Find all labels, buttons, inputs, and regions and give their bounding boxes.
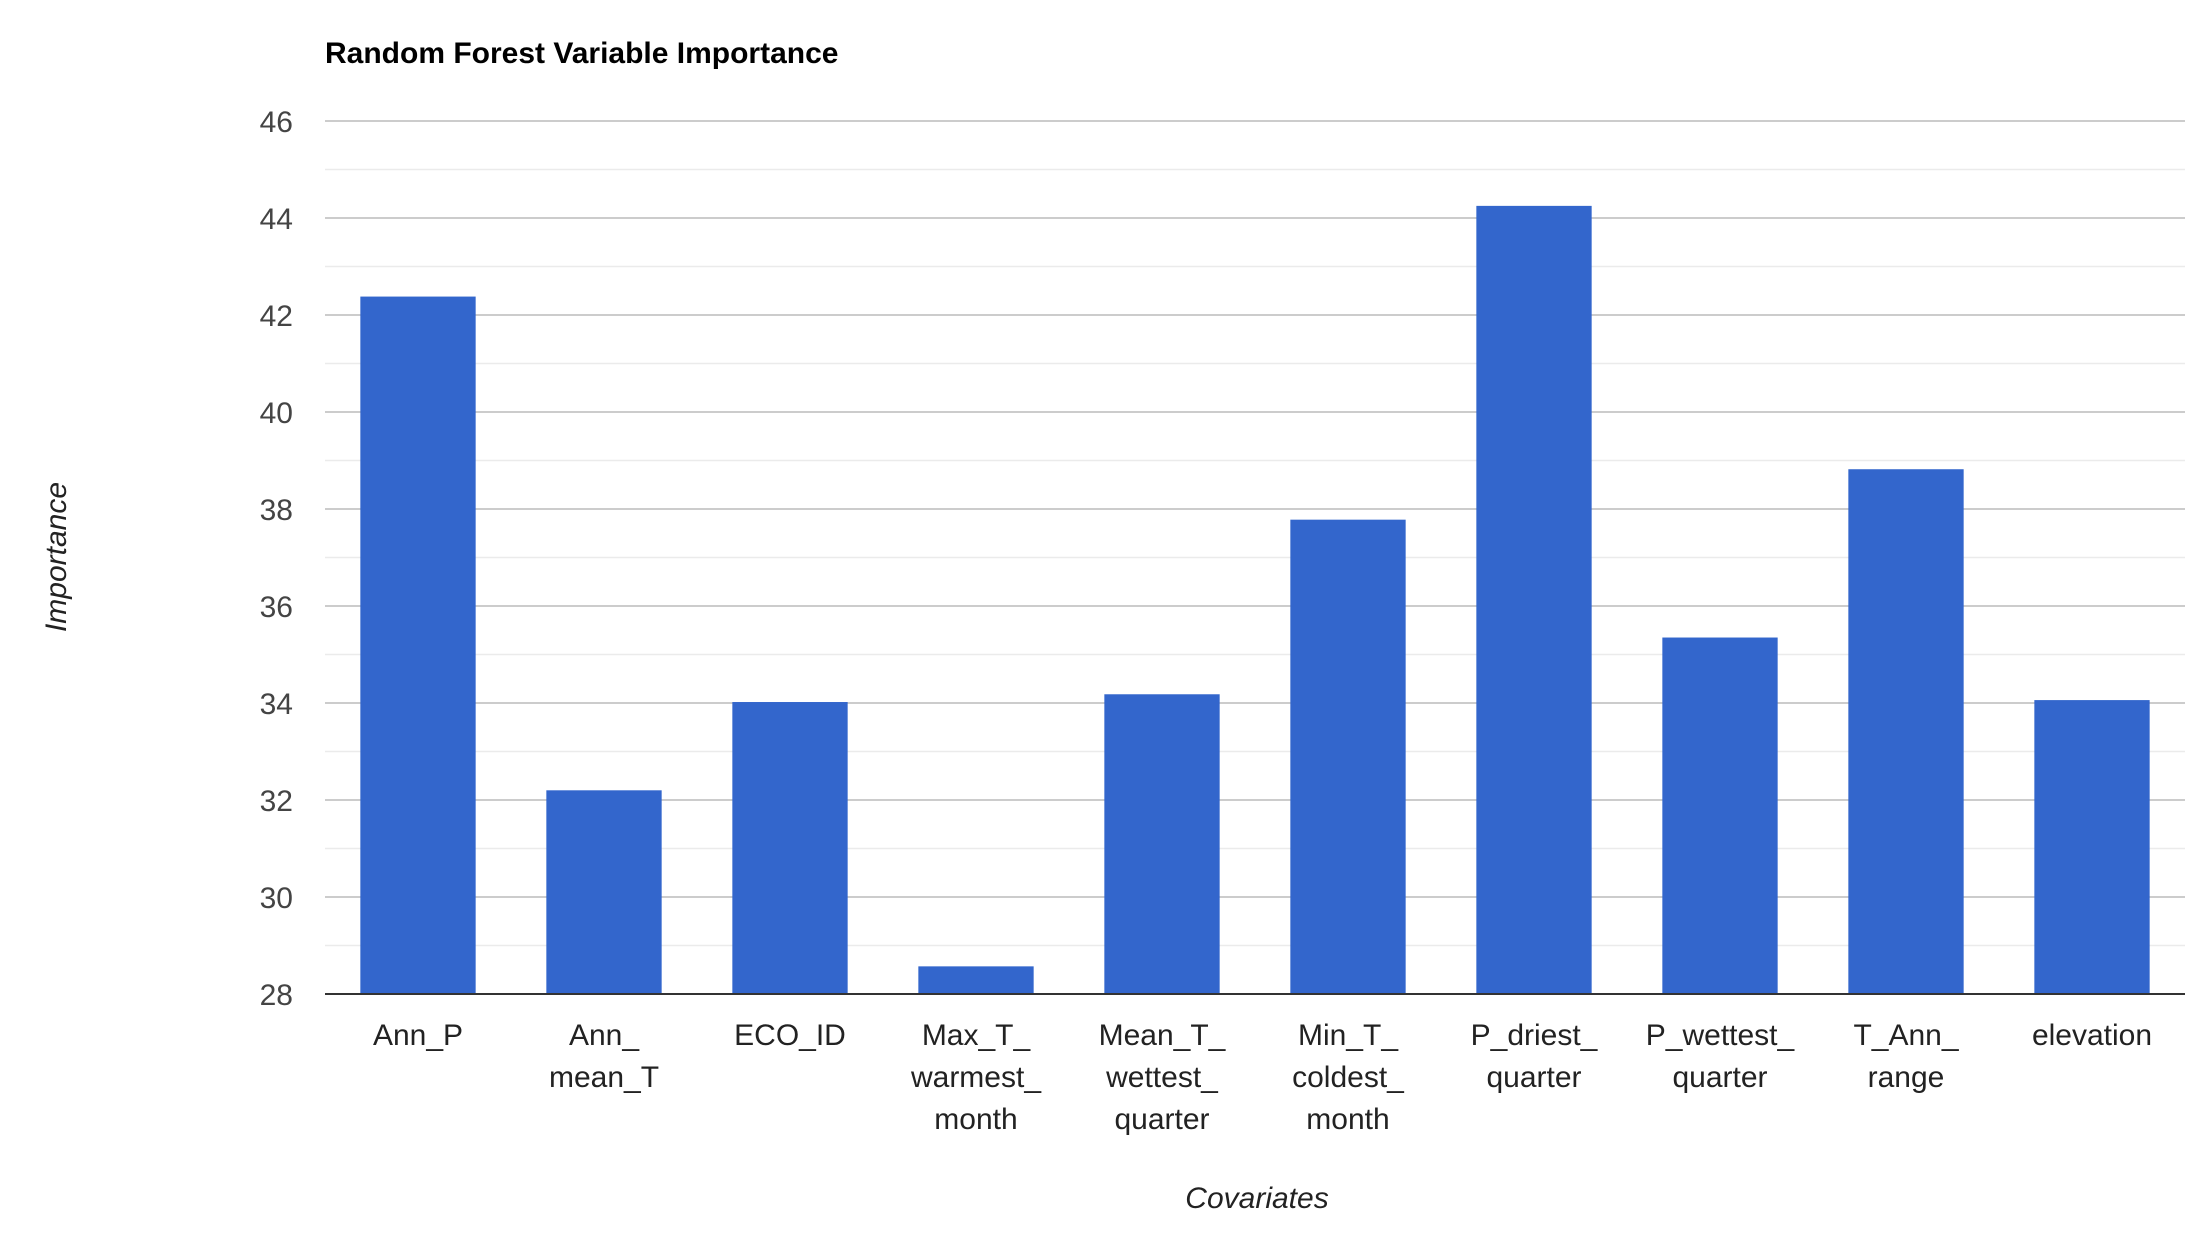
y-tick-label: 30 bbox=[260, 882, 293, 915]
x-tick-label: Mean_T_ wettest_ quarter bbox=[1099, 1019, 1227, 1136]
y-tick-label: 40 bbox=[260, 397, 293, 430]
y-tick-label: 46 bbox=[260, 106, 293, 139]
x-tick-label: elevation bbox=[2032, 1019, 2152, 1052]
x-tick-label: ECO_ID bbox=[734, 1019, 846, 1052]
y-tick-label: 28 bbox=[260, 979, 293, 1012]
bar[interactable] bbox=[1662, 637, 1778, 994]
x-tick-label: Max_T_ warmest_ month bbox=[910, 1019, 1042, 1136]
bar[interactable] bbox=[1290, 519, 1406, 994]
bar[interactable] bbox=[546, 790, 662, 994]
y-tick-label: 38 bbox=[260, 494, 293, 527]
x-tick-label: P_wettest_ quarter bbox=[1646, 1019, 1796, 1094]
y-tick-label: 42 bbox=[260, 300, 293, 333]
bar[interactable] bbox=[360, 296, 476, 994]
bar[interactable] bbox=[2034, 700, 2150, 994]
y-tick-label: 32 bbox=[260, 785, 293, 818]
y-axis-ticks: 28 30 32 34 36 38 40 42 44 46 bbox=[260, 106, 293, 1012]
y-tick-label: 34 bbox=[260, 688, 293, 721]
x-axis-categories: Ann_P Ann_ mean_T ECO_ID Max_T_ warmest_ month… bbox=[373, 1019, 2152, 1136]
x-axis-label: Covariates bbox=[1185, 1182, 1328, 1215]
y-tick-label: 44 bbox=[260, 203, 293, 236]
bar[interactable] bbox=[1848, 469, 1964, 995]
y-tick-label: 36 bbox=[260, 591, 293, 624]
bar[interactable] bbox=[1476, 205, 1592, 994]
x-tick-label: P_driest_ quarter bbox=[1471, 1019, 1599, 1094]
y-axis-label: Importance bbox=[40, 482, 73, 632]
x-tick-label: T_Ann_ range bbox=[1853, 1019, 1959, 1094]
x-tick-label: Ann_ mean_T bbox=[549, 1019, 659, 1094]
bar[interactable] bbox=[732, 702, 848, 994]
bars bbox=[360, 205, 2150, 995]
chart-title: Random Forest Variable Importance bbox=[325, 37, 838, 70]
bar[interactable] bbox=[918, 966, 1034, 994]
x-tick-label: Ann_P bbox=[373, 1019, 463, 1052]
bar[interactable] bbox=[1104, 694, 1220, 994]
x-tick-label: Min_T_ coldest_ month bbox=[1292, 1019, 1405, 1136]
